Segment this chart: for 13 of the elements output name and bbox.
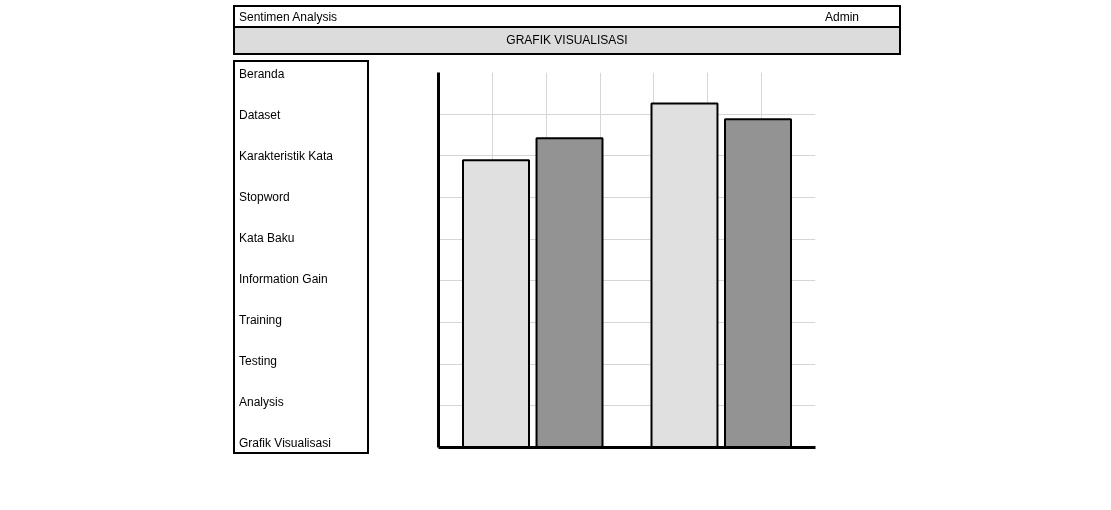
text: Sentimen Analysis [239,9,338,26]
text: Stopword [239,189,291,206]
text: Kata Baku [239,230,296,247]
text: Beranda [239,66,286,83]
text: Admin [824,9,859,26]
text: Training [239,312,283,329]
chart-title: GRAFIK VISUALISASI [235,26,899,54]
text: Testing [239,353,279,370]
text: Dataset [239,107,282,124]
text: Analysis [239,394,285,411]
text: Karakteristik Kata [239,148,335,165]
text: Information Gain [239,271,329,288]
text: Grafik Visualisasi [239,435,332,452]
